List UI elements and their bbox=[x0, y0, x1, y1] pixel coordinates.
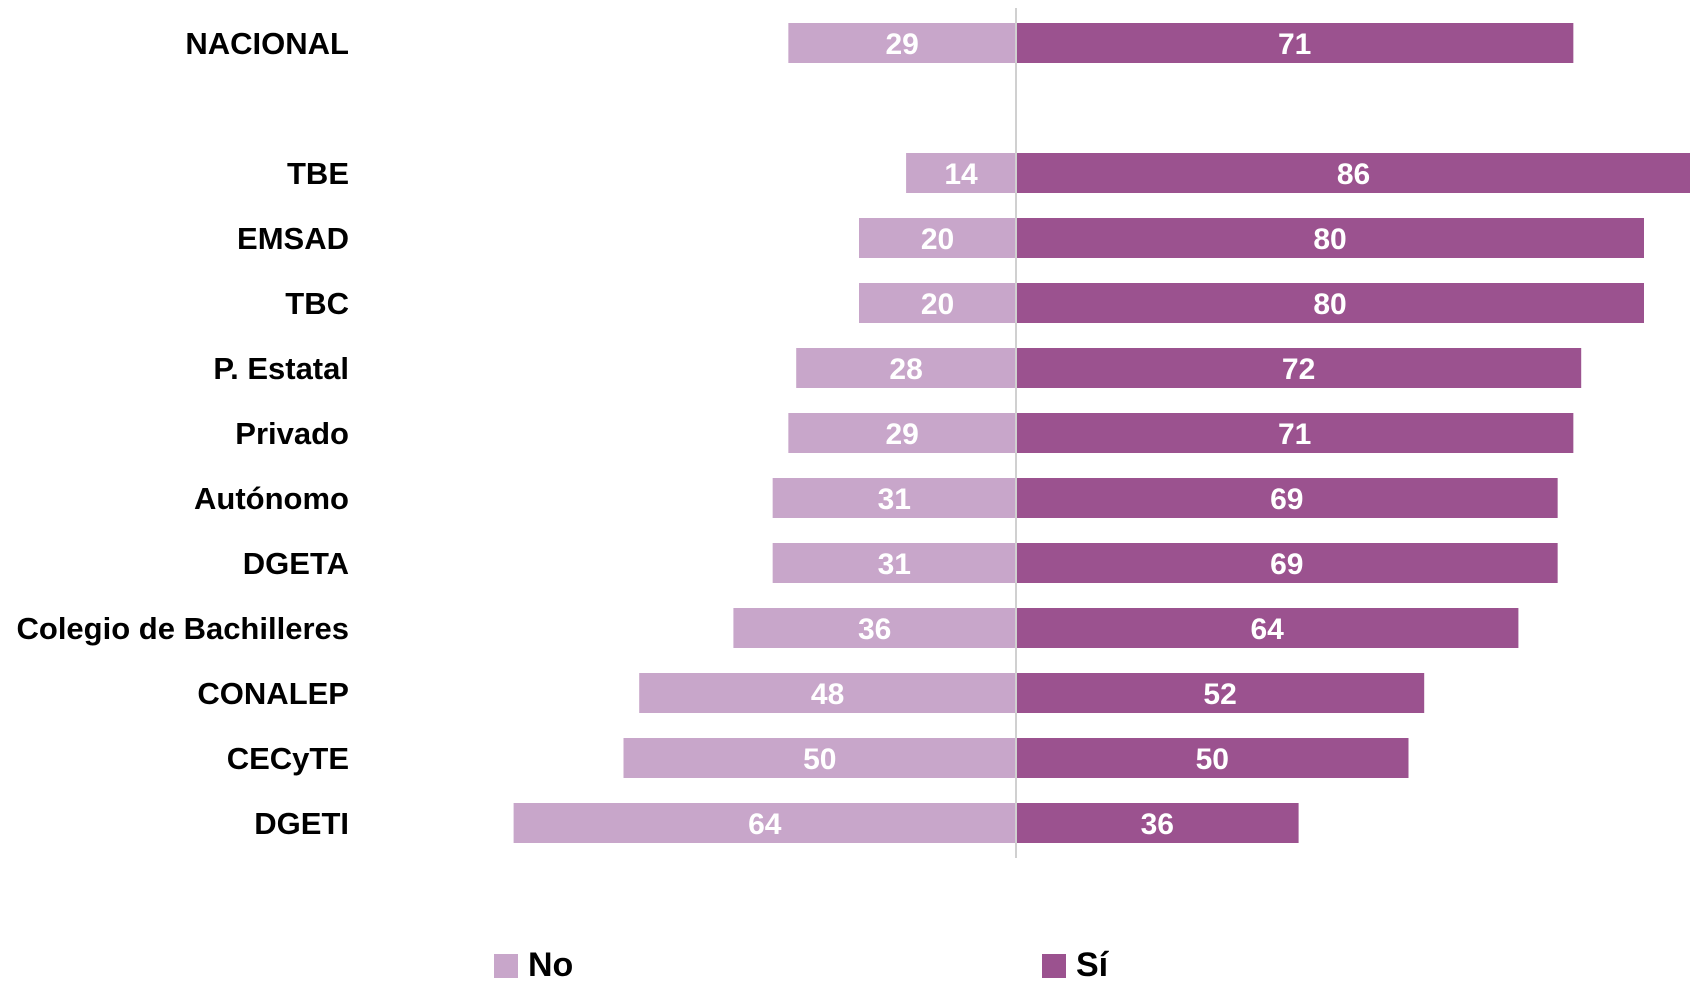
bar-si-conalep bbox=[1016, 673, 1425, 713]
bar-label-si-tbc: 80 bbox=[1313, 288, 1346, 321]
bar-si-nacional bbox=[1016, 23, 1574, 63]
bar-si-tbe bbox=[1016, 153, 1690, 193]
bar-label-no-privado: 29 bbox=[885, 418, 918, 451]
bar-label-si-nacional: 71 bbox=[1278, 28, 1311, 61]
bar-si-colegio-de-bachilleres bbox=[1016, 608, 1519, 648]
bar-no-conalep bbox=[639, 673, 1016, 713]
bar-label-no-tbe: 14 bbox=[944, 158, 978, 191]
bar-label-no-dgeta: 31 bbox=[878, 548, 911, 581]
bar-label-no-tbc: 20 bbox=[921, 288, 954, 321]
bar-label-si-autonomo: 69 bbox=[1270, 483, 1303, 516]
bar-no-cecyte bbox=[623, 738, 1016, 778]
bar-label-no-conalep: 48 bbox=[811, 678, 844, 711]
bar-no-tbc bbox=[859, 283, 1016, 323]
bar-no-autonomo bbox=[772, 478, 1016, 518]
bar-label-no-dgeti: 64 bbox=[748, 808, 782, 841]
bar-label-si-emsad: 80 bbox=[1313, 223, 1346, 256]
category-label-tbc: TBC bbox=[285, 286, 349, 321]
bar-no-nacional bbox=[788, 23, 1016, 63]
category-label-conalep: CONALEP bbox=[197, 676, 349, 711]
legend-item-no: No bbox=[494, 946, 573, 982]
bar-label-no-emsad: 20 bbox=[921, 223, 954, 256]
category-label-autonomo: Autónomo bbox=[194, 481, 349, 516]
bar-no-privado bbox=[788, 413, 1016, 453]
bar-si-emsad bbox=[1016, 218, 1644, 258]
bar-label-si-dgeti: 36 bbox=[1141, 808, 1174, 841]
bar-label-si-tbe: 86 bbox=[1337, 158, 1370, 191]
category-labels: NACIONAL TBE EMSAD TBC P. Estatal Privado Autó… bbox=[17, 26, 350, 841]
bar-no-emsad bbox=[859, 218, 1016, 258]
bar-label-no-colegio-de-bachilleres: 36 bbox=[858, 613, 891, 646]
legend-label-no: No bbox=[528, 946, 573, 982]
category-label-cecyte: CECyTE bbox=[227, 741, 349, 776]
legend-swatch-si bbox=[1042, 954, 1066, 978]
bar-no-tbe bbox=[906, 153, 1016, 193]
bar-no-dgeta bbox=[772, 543, 1016, 583]
legend-swatch-no bbox=[494, 954, 518, 978]
legend-label-si: Sí bbox=[1076, 946, 1110, 982]
bar-label-no-nacional: 29 bbox=[885, 28, 918, 61]
bar-no-p-estatal bbox=[796, 348, 1016, 388]
bar-label-no-autonomo: 31 bbox=[878, 483, 911, 516]
category-label-privado: Privado bbox=[235, 416, 349, 451]
bar-label-no-p-estatal: 28 bbox=[889, 353, 922, 386]
category-label-nacional: NACIONAL bbox=[185, 26, 349, 61]
bar-label-si-p-estatal: 72 bbox=[1282, 353, 1315, 386]
category-label-tbe: TBE bbox=[287, 156, 349, 191]
bar-si-tbc bbox=[1016, 283, 1644, 323]
bar-label-si-dgeta: 69 bbox=[1270, 548, 1303, 581]
bar-label-si-colegio-de-bachilleres: 64 bbox=[1251, 613, 1285, 646]
legend: No Sí bbox=[494, 946, 1110, 982]
bars: 29 71 14 86 20 80 20 80 28 72 29 71 31 69 31 69 36 64 48 52… bbox=[513, 23, 1690, 843]
bar-si-autonomo bbox=[1016, 478, 1558, 518]
category-label-dgeta: DGETA bbox=[243, 546, 349, 581]
bar-si-p-estatal bbox=[1016, 348, 1582, 388]
bar-si-dgeta bbox=[1016, 543, 1558, 583]
category-label-p-estatal: P. Estatal bbox=[213, 351, 349, 386]
category-label-colegio-de-bachilleres: Colegio de Bachilleres bbox=[17, 611, 350, 646]
bar-label-si-privado: 71 bbox=[1278, 418, 1311, 451]
category-label-dgeti: DGETI bbox=[254, 806, 349, 841]
bar-label-si-conalep: 52 bbox=[1203, 678, 1236, 711]
bar-label-no-cecyte: 50 bbox=[803, 743, 836, 776]
category-label-emsad: EMSAD bbox=[237, 221, 349, 256]
bar-si-dgeti bbox=[1016, 803, 1299, 843]
bar-si-cecyte bbox=[1016, 738, 1409, 778]
bar-no-colegio-de-bachilleres bbox=[733, 608, 1016, 648]
bar-no-dgeti bbox=[513, 803, 1016, 843]
bar-si-privado bbox=[1016, 413, 1574, 453]
bar-label-si-cecyte: 50 bbox=[1196, 743, 1229, 776]
legend-item-si: Sí bbox=[1042, 946, 1110, 982]
